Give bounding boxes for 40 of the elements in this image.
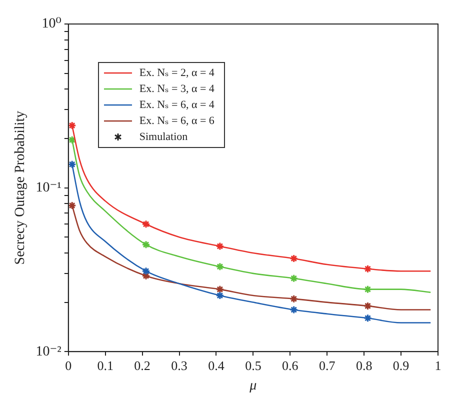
x-tick-label: 0.8 [356,358,372,373]
y-tick-label: 10⁻¹ [36,180,62,196]
point [142,266,150,276]
annotation: Simulation [139,130,188,145]
point [290,306,298,314]
point [216,262,224,271]
point [216,291,224,300]
y-axis-title: Secrecy Outage Probability [13,110,28,265]
x-axis-title: μ [248,378,257,394]
x-tick-label: 1 [434,358,442,373]
point [142,240,150,249]
line-series [71,124,432,272]
x-tick-label: 0.4 [208,358,225,373]
point [364,314,372,322]
x-tick-label: 0.9 [392,358,410,373]
y-tick-label: 10⁻² [36,344,62,360]
point [290,294,298,304]
point [364,264,372,274]
point [364,285,372,294]
legend-label: Ex. Nₛ = 6, α = 6 [139,114,214,129]
point [142,220,150,228]
line-series [71,204,432,310]
x-tick-label: 0.5 [245,358,262,373]
line-series [71,164,432,324]
line-series [71,139,432,293]
point [216,285,224,294]
x-tick-label: 0.6 [282,358,299,373]
x-tick-label: 0.3 [171,358,188,373]
point [364,302,372,310]
x-tick-label: 0.1 [97,358,114,373]
x-tick-label: 0.7 [318,358,336,373]
y-tick-label: 10⁰ [42,16,62,32]
point [290,274,298,283]
x-tick-label: 0.2 [134,358,150,373]
point [216,242,224,250]
legend-label: Ex. Nₛ = 6, α = 4 [139,98,214,113]
point [290,254,298,263]
legend-label: Ex. Nₛ = 2, α = 4 [139,66,214,81]
legend-label: Ex. Nₛ = 3, α = 4 [139,82,214,97]
x-tick-label: 0 [65,358,72,373]
